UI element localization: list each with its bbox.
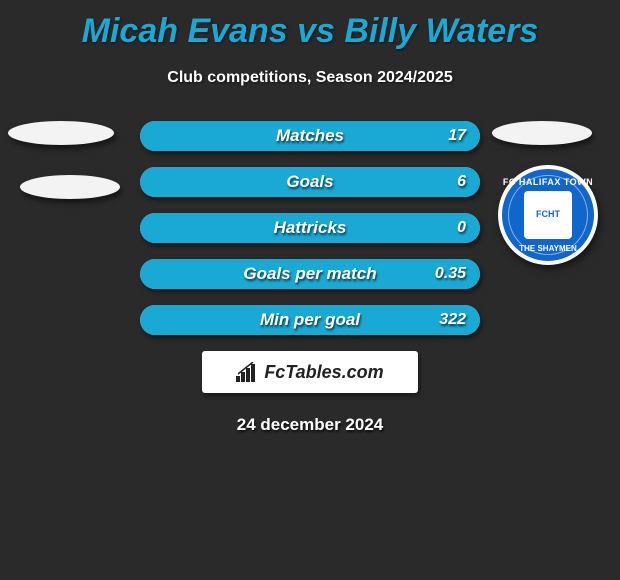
player-left-ellipse-2 (20, 175, 120, 199)
club-badge-bottom-text: THE SHAYMEN (502, 244, 594, 253)
player-right-ellipse-1 (492, 121, 592, 145)
stat-row: Goals per match0.35 (140, 259, 480, 289)
stat-value-right: 0 (457, 213, 466, 243)
date-line: 24 december 2024 (0, 415, 620, 435)
stat-label: Min per goal (140, 305, 480, 335)
brand-text: FcTables.com (264, 362, 383, 383)
stat-row: Goals6 (140, 167, 480, 197)
club-badge-top-text: FC HALIFAX TOWN (502, 177, 594, 187)
stat-value-right: 322 (439, 305, 466, 335)
bar-chart-icon (236, 362, 258, 382)
stat-label: Goals per match (140, 259, 480, 289)
stat-value-right: 17 (448, 121, 466, 151)
stat-label: Goals (140, 167, 480, 197)
page-title: Micah Evans vs Billy Waters (0, 0, 620, 51)
stat-row: Hattricks0 (140, 213, 480, 243)
stat-value-right: 0.35 (435, 259, 466, 289)
player-left-ellipse-1 (8, 121, 114, 145)
stat-row: Matches17 (140, 121, 480, 151)
page-subtitle: Club competitions, Season 2024/2025 (0, 69, 620, 87)
stat-row: Min per goal322 (140, 305, 480, 335)
stat-value-right: 6 (457, 167, 466, 197)
stat-rows: Matches17 Goals6 Hattricks0 Goals per match… (140, 121, 480, 335)
brand-box: FcTables.com (202, 351, 418, 393)
stats-area: FC HALIFAX TOWN FCHT THE SHAYMEN Matches… (0, 121, 620, 335)
club-badge: FC HALIFAX TOWN FCHT THE SHAYMEN (498, 165, 598, 265)
stat-label: Hattricks (140, 213, 480, 243)
club-badge-inner: FCHT (524, 191, 572, 239)
stat-label: Matches (140, 121, 480, 151)
